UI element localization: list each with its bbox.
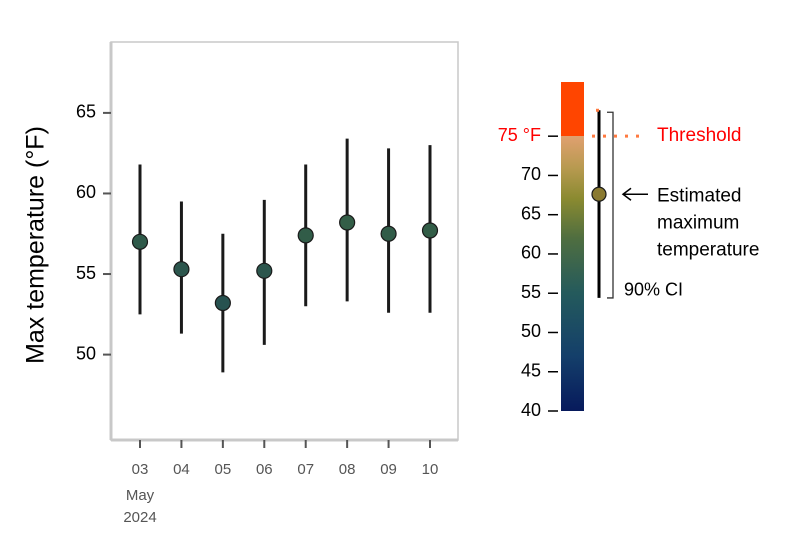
y-axis-label: Max temperature (°F)	[22, 126, 50, 364]
colorbar-tick-label: 40	[521, 400, 541, 420]
ci-bracket	[607, 111, 614, 299]
point	[380, 225, 397, 242]
plot-frame	[110, 41, 459, 441]
point	[256, 262, 273, 279]
x-tick-label: 08	[339, 461, 356, 478]
y-tick-label: 65	[76, 102, 96, 122]
colorbar-tick-label: 75 °F	[498, 125, 541, 145]
estimate-label: Estimated	[657, 185, 741, 206]
threshold-label: Threshold	[657, 125, 742, 146]
point	[297, 227, 314, 244]
point	[131, 233, 149, 250]
x-tick-label: 05	[215, 461, 232, 478]
ci-label: 90% CI	[624, 280, 683, 300]
colorbar-tick-label: 45	[521, 360, 541, 380]
colorbar-tick-label: 50	[521, 321, 541, 341]
x-tick-label: 09	[380, 461, 397, 478]
point	[214, 294, 231, 312]
x-tick-label: 10	[422, 461, 439, 478]
x-year: 2024	[123, 509, 156, 526]
colorbar-tick-label: 70	[521, 164, 541, 184]
legend-point	[591, 186, 607, 202]
x-tick-label: 07	[297, 461, 314, 478]
x-month: May	[126, 487, 155, 504]
colorbar-tick-label: 60	[521, 243, 541, 263]
estimate-label: maximum	[657, 212, 739, 233]
y-tick-label: 60	[76, 182, 96, 202]
y-tick-label: 50	[76, 343, 96, 363]
estimate-arrow	[621, 187, 648, 201]
x-tick-label: 06	[256, 461, 273, 478]
point	[339, 214, 356, 231]
colorbar	[561, 82, 584, 411]
point	[421, 222, 439, 239]
x-tick-label: 03	[132, 461, 149, 478]
colorbar-tick-label: 65	[521, 203, 541, 223]
colorbar-tick-label: 55	[521, 282, 541, 302]
estimate-label: temperature	[657, 239, 759, 260]
y-tick-label: 55	[76, 263, 96, 283]
point	[173, 261, 190, 278]
x-tick-label: 04	[173, 461, 190, 478]
